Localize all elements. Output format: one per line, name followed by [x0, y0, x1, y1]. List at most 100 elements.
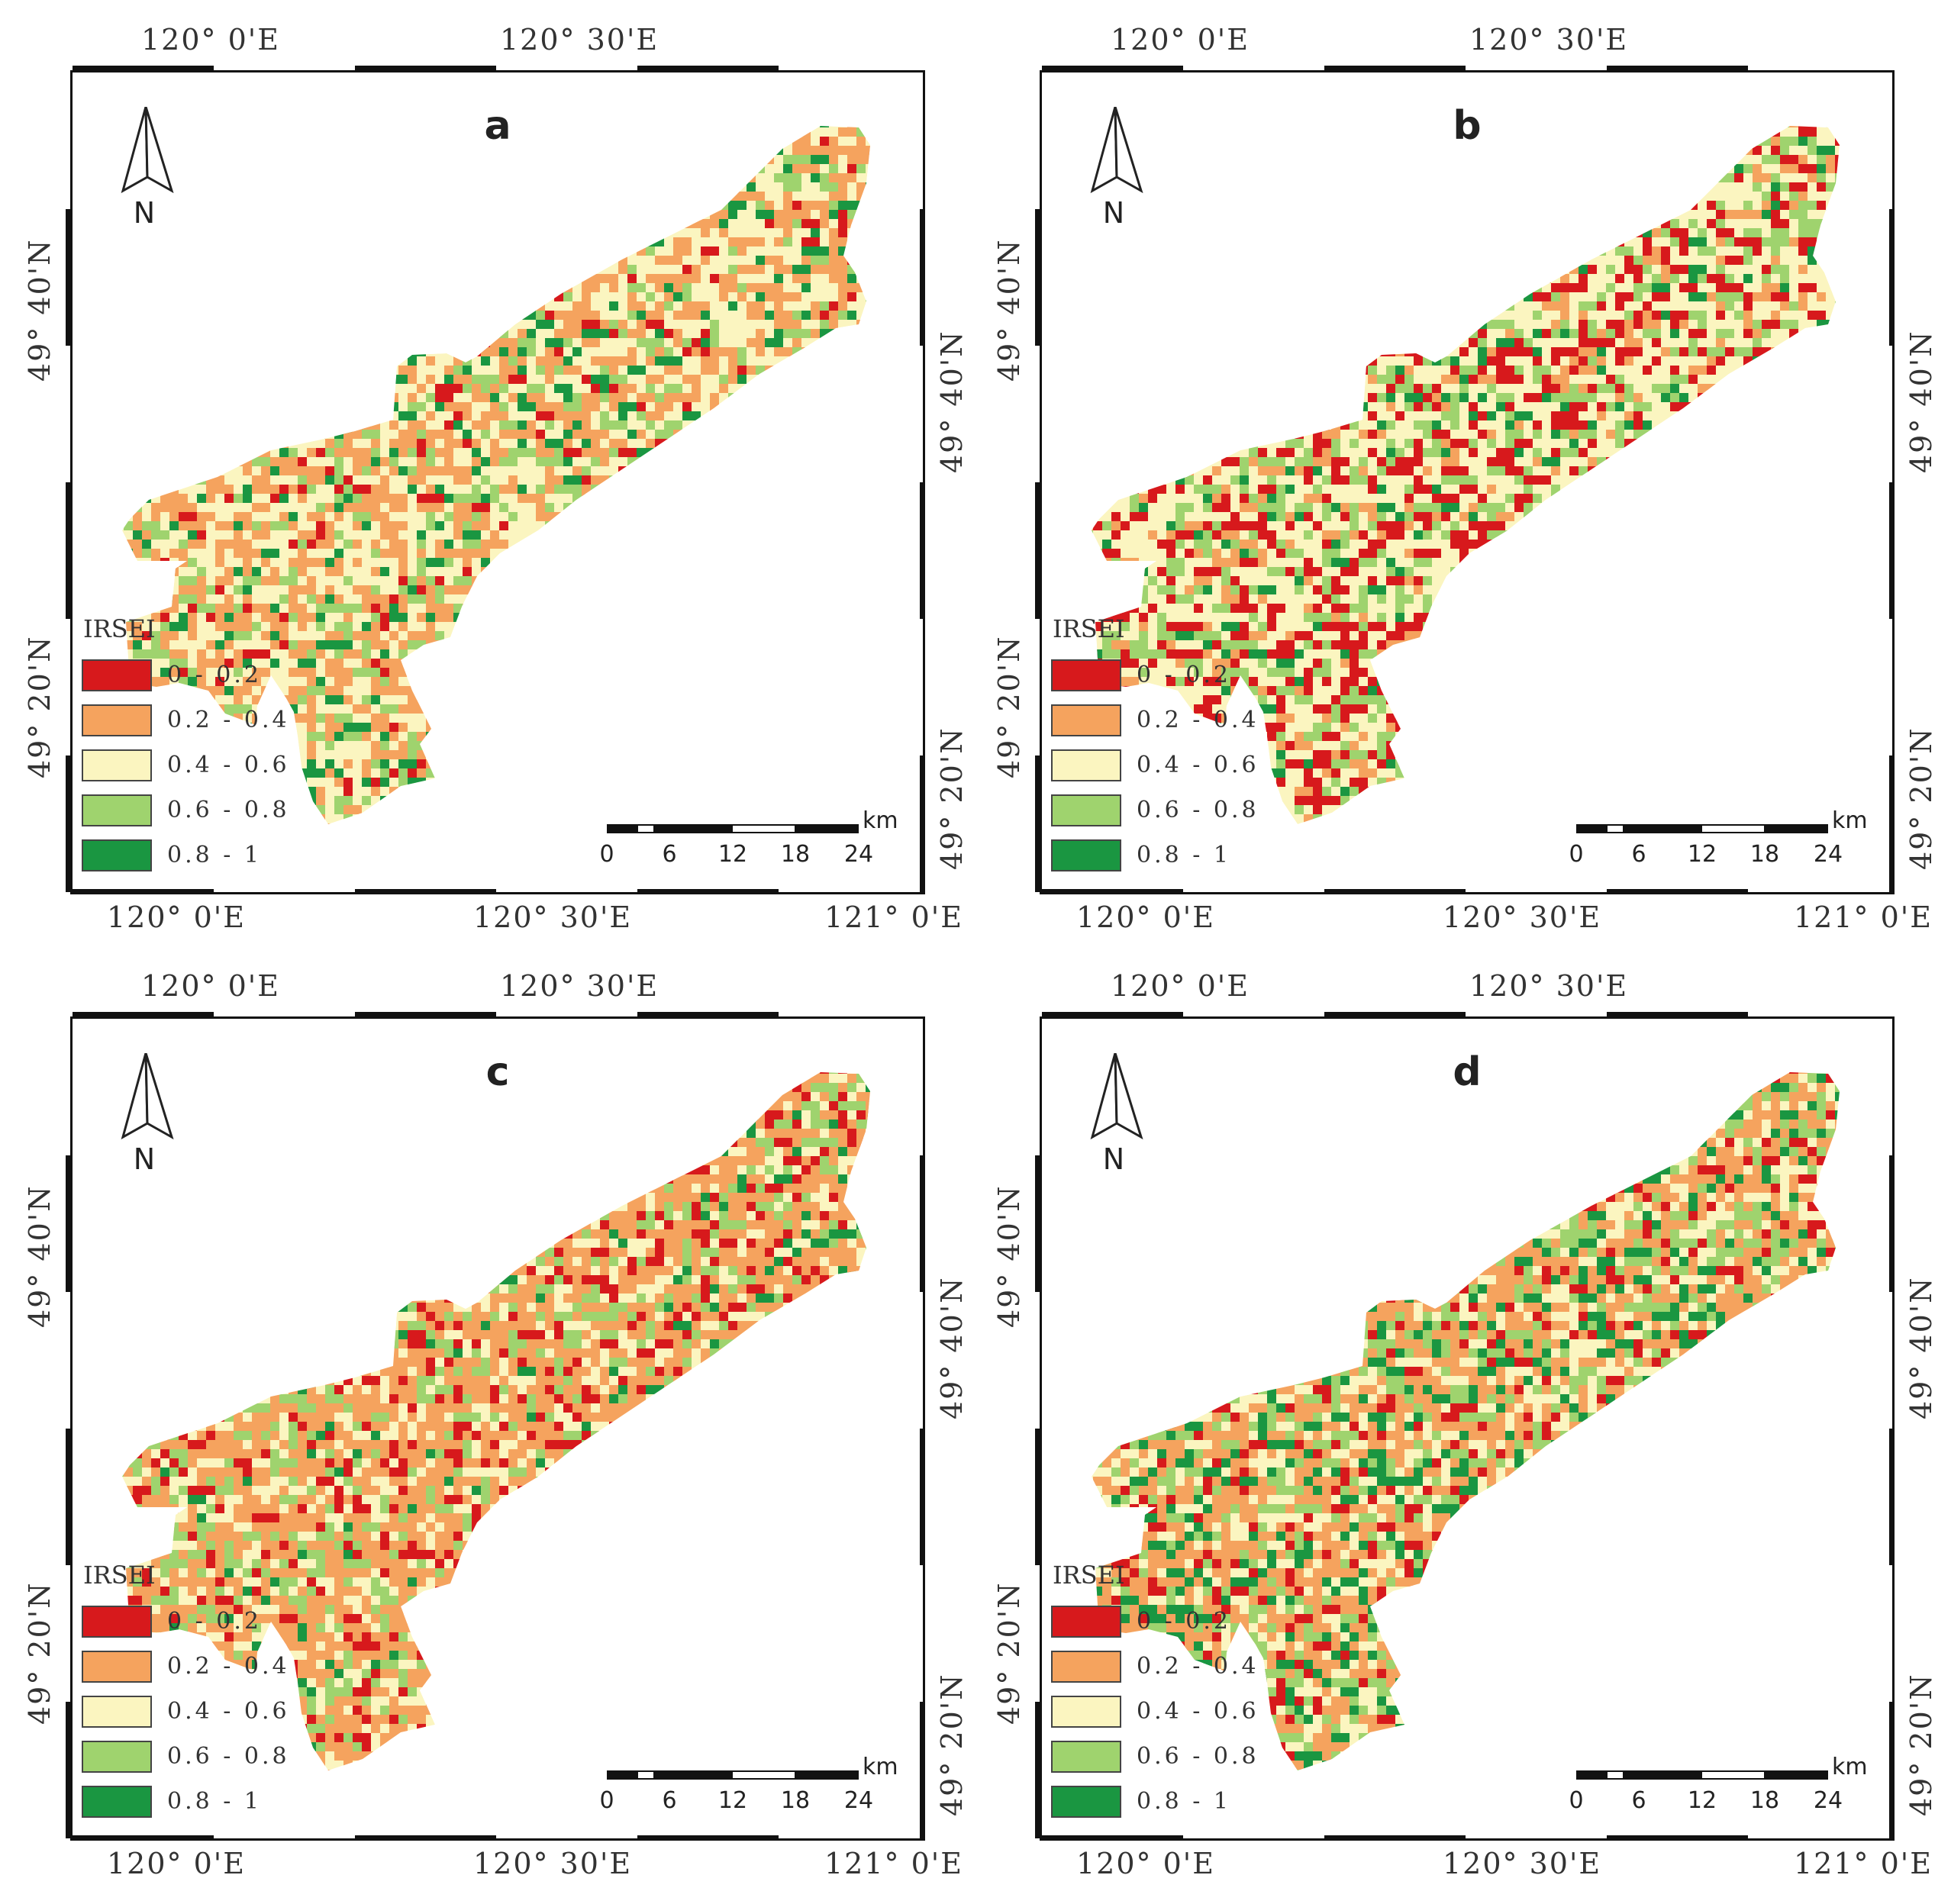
map-frame: a N IRSEI 0 - 0.2 0.2 - 0.4 0.4 - 0.6 0.… [66, 66, 925, 894]
legend-label: 0.8 - 1 [1137, 1788, 1232, 1815]
scale-bar: km 0 6 12 18 24 [1569, 807, 1882, 885]
legend-swatch [1051, 704, 1121, 736]
lat-label-left-1: 49° 40'N [23, 238, 56, 382]
graticule-tick [1889, 1702, 1895, 1838]
lat-label-right-2: 49° 20'N [1904, 726, 1938, 870]
scale-tick: 12 [718, 841, 748, 868]
lon-label-top-2: 120° 30'E [1469, 23, 1629, 56]
legend-item: 0.8 - 1 [1051, 1779, 1295, 1824]
graticule-tick [920, 1702, 925, 1838]
graticule-tick [355, 66, 496, 71]
scale-tick: 6 [1631, 1787, 1646, 1814]
lon-label-top-1: 120° 0'E [141, 23, 280, 56]
legend-item: 0.4 - 0.6 [82, 1689, 326, 1734]
north-arrow-icon: N [1090, 107, 1143, 229]
graticule-tick [1889, 1429, 1895, 1565]
graticule-tick [637, 1012, 779, 1017]
legend-item: 0.2 - 0.4 [1051, 1644, 1295, 1689]
legend-item: 0 - 0.2 [1051, 1599, 1295, 1644]
graticule-tick [637, 1835, 779, 1841]
graticule-tick [73, 66, 214, 71]
legend-swatch [1051, 839, 1121, 871]
north-arrow-icon: N [121, 1053, 174, 1175]
lat-label-left-1: 49° 40'N [23, 1184, 56, 1328]
scale-tick: 24 [843, 1787, 874, 1814]
legend-swatch [82, 659, 152, 691]
graticule-tick [355, 1835, 496, 1841]
north-label: N [1103, 1142, 1124, 1175]
legend-label: 0.2 - 0.4 [167, 707, 290, 733]
legend-label: 0.2 - 0.4 [1137, 1653, 1259, 1680]
lon-label-top-2: 120° 30'E [500, 969, 659, 1003]
graticule-tick [66, 209, 71, 346]
graticule-tick [920, 755, 925, 892]
scale-bar-graphic [1576, 824, 1828, 833]
legend-item: 0.8 - 1 [82, 833, 326, 878]
graticule-tick [1042, 1835, 1183, 1841]
scale-bar: km 0 6 12 18 24 [599, 1754, 912, 1832]
lon-label-top-2: 120° 30'E [1469, 969, 1629, 1003]
legend-item: 0.4 - 0.6 [1051, 1689, 1295, 1734]
scale-tick: 6 [1631, 841, 1646, 868]
legend-label: 0.2 - 0.4 [167, 1653, 290, 1680]
map-legend: IRSEI 0 - 0.2 0.2 - 0.4 0.4 - 0.6 0.6 - … [82, 1561, 326, 1824]
lat-label-right-1: 49° 40'N [935, 1276, 969, 1419]
map-panel-d: 120° 0'E 120° 30'E d N IRSEI 0 - 0.2 0.2… [969, 946, 1939, 1885]
scale-tick: 18 [1749, 841, 1780, 868]
legend-swatch [82, 1785, 152, 1818]
lat-label-right-1: 49° 40'N [1904, 1276, 1938, 1419]
graticule-tick [1889, 1155, 1895, 1292]
legend-swatch [82, 1605, 152, 1638]
scale-unit: km [1832, 807, 1868, 834]
map-panel-b: 120° 0'E 120° 30'E b N IRSEI 0 - 0.2 0.2… [969, 0, 1939, 939]
graticule-tick [66, 1429, 71, 1565]
legend-label: 0.4 - 0.6 [1137, 752, 1259, 778]
graticule-tick [1035, 1155, 1040, 1292]
scale-tick: 6 [662, 841, 677, 868]
scale-tick: 12 [1687, 1787, 1717, 1814]
panel-letter: a [484, 103, 511, 149]
legend-item: 0.2 - 0.4 [82, 697, 326, 743]
lon-label-bottom-1: 120° 0'E [107, 900, 246, 934]
legend-item: 0.6 - 0.8 [82, 1734, 326, 1779]
legend-item: 0.2 - 0.4 [1051, 697, 1295, 743]
scale-tick: 12 [1687, 841, 1717, 868]
graticule-tick [637, 66, 779, 71]
lat-label-left-2: 49° 20'N [992, 635, 1026, 778]
lon-label-bottom-2: 120° 30'E [1443, 900, 1602, 934]
lat-label-right-2: 49° 20'N [935, 726, 969, 870]
legend-swatch [1051, 1740, 1121, 1773]
legend-swatch [1051, 749, 1121, 781]
irsei-map [122, 1072, 870, 1770]
north-arrow-icon: N [1090, 1053, 1143, 1175]
lon-label-top-1: 120° 0'E [1111, 969, 1250, 1003]
graticule-tick [1324, 66, 1466, 71]
scale-tick: 24 [1813, 1787, 1843, 1814]
north-label: N [1103, 196, 1124, 229]
lon-label-top-2: 120° 30'E [500, 23, 659, 56]
graticule-tick [920, 209, 925, 346]
scale-tick: 24 [1813, 841, 1843, 868]
map-frame: b N IRSEI 0 - 0.2 0.2 - 0.4 0.4 - 0.6 0.… [1035, 66, 1895, 894]
scale-bar: km 0 6 12 18 24 [1569, 1754, 1882, 1832]
lon-label-bottom-3: 121° 0'E [824, 900, 963, 934]
lat-label-left-2: 49° 20'N [992, 1581, 1026, 1725]
graticule-tick [355, 889, 496, 894]
legend-item: 0.6 - 0.8 [1051, 1734, 1295, 1779]
lat-label-left-1: 49° 40'N [992, 238, 1026, 382]
legend-item: 0.4 - 0.6 [82, 743, 326, 788]
graticule-tick [66, 1702, 71, 1838]
graticule-tick [1035, 755, 1040, 892]
graticule-tick [1324, 1835, 1466, 1841]
legend-item: 0.8 - 1 [1051, 833, 1295, 878]
legend-label: 0.6 - 0.8 [167, 1743, 290, 1770]
lon-label-bottom-1: 120° 0'E [107, 1847, 246, 1880]
scale-tick: 6 [662, 1787, 677, 1814]
scale-bar-graphic [607, 1770, 859, 1780]
map-frame: c N IRSEI 0 - 0.2 0.2 - 0.4 0.4 - 0.6 0.… [66, 1012, 925, 1841]
map-panel-a: 120° 0'E 120° 30'E a N IRSEI 0 - 0.2 0.2… [0, 0, 969, 939]
legend-swatch [1051, 1785, 1121, 1818]
legend-swatch [1051, 1650, 1121, 1683]
legend-title: IRSEI [83, 1561, 156, 1590]
scale-unit: km [863, 1754, 898, 1780]
